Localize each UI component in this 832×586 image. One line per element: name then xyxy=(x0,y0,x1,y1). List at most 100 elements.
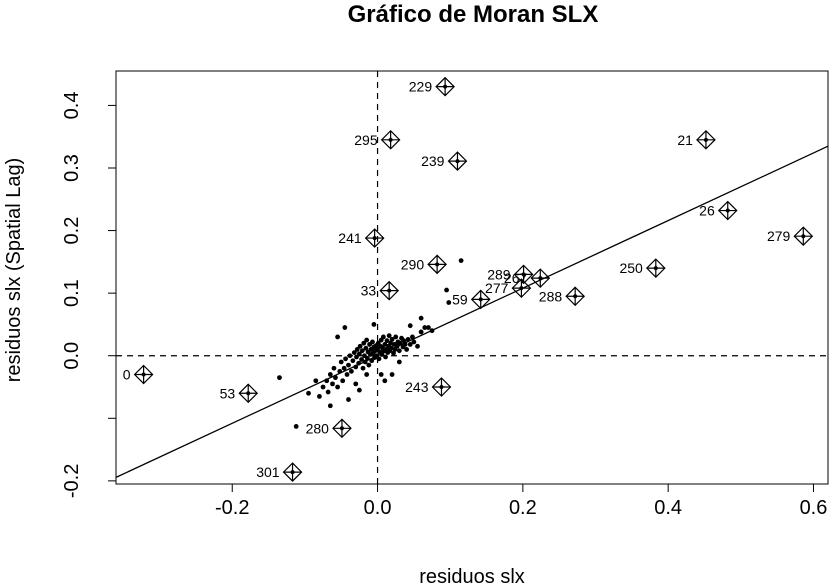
data-point xyxy=(313,378,319,384)
data-point xyxy=(360,365,366,371)
influential-point-250: 250 xyxy=(619,258,666,278)
data-point xyxy=(340,378,346,384)
data-point xyxy=(396,348,402,354)
influential-label: 26 xyxy=(699,203,715,219)
data-point xyxy=(415,343,420,349)
influential-center-dot xyxy=(439,385,444,390)
x-tick-label-3: 0.4 xyxy=(654,497,682,519)
influential-label: 289 xyxy=(487,266,511,282)
data-point xyxy=(411,339,417,345)
influential-point-241: 241 xyxy=(338,228,385,248)
x-tick-label-2: 0.2 xyxy=(509,497,537,519)
influential-label: 59 xyxy=(452,291,468,307)
data-point xyxy=(383,354,388,360)
data-point xyxy=(356,387,362,393)
data-point xyxy=(405,337,411,342)
data-point xyxy=(354,354,359,360)
data-point xyxy=(394,343,400,349)
data-point xyxy=(351,350,357,355)
influential-center-dot xyxy=(246,391,251,396)
data-point xyxy=(343,356,348,362)
data-point xyxy=(382,342,388,347)
x-tick-label-4: 0.6 xyxy=(800,497,828,519)
data-point xyxy=(371,322,377,327)
influential-center-dot xyxy=(519,286,524,291)
influential-point-33: 33 xyxy=(361,280,400,301)
data-point xyxy=(306,390,311,396)
influential-point-295: 295 xyxy=(354,129,401,150)
data-point xyxy=(418,329,424,335)
plot-area xyxy=(115,70,829,485)
influential-label: 241 xyxy=(338,230,362,246)
data-point xyxy=(325,389,331,395)
influential-center-dot xyxy=(478,297,483,302)
influential-point-0: 0 xyxy=(123,364,154,385)
influential-point-301: 301 xyxy=(256,462,303,482)
influential-center-dot xyxy=(387,288,392,293)
data-point xyxy=(370,339,375,345)
y-tick-label-6: 0.4 xyxy=(61,92,83,120)
data-point xyxy=(317,393,322,399)
influential-center-dot xyxy=(435,262,440,267)
influential-center-dot xyxy=(573,294,578,299)
data-point xyxy=(388,340,394,346)
data-point xyxy=(330,381,335,387)
influential-label: 279 xyxy=(767,228,791,244)
influential-center-dot xyxy=(725,208,730,213)
y-tick-label-5: 0.3 xyxy=(61,154,83,182)
data-point xyxy=(363,345,369,351)
data-point xyxy=(324,378,330,384)
y-axis: -0.2 0.0 0.1 0.2 0.3 0.4 xyxy=(61,92,116,498)
influential-label: 277 xyxy=(485,280,509,296)
data-point xyxy=(388,345,394,351)
influential-point-280: 280 xyxy=(306,418,352,439)
data-point xyxy=(393,334,399,340)
data-point xyxy=(401,338,407,344)
influential-center-dot xyxy=(521,272,526,277)
influential-point-21: 21 xyxy=(677,129,716,150)
influential-label: 250 xyxy=(619,260,643,276)
reference-lines xyxy=(116,71,828,484)
y-tick-label-0: -0.2 xyxy=(61,464,83,498)
influential-center-dot xyxy=(339,426,344,431)
y-tick-label-2: 0.0 xyxy=(61,342,83,370)
influential-point-26: 26 xyxy=(699,200,738,221)
influential-center-dot xyxy=(141,372,146,377)
data-point xyxy=(407,323,413,329)
plot-frame xyxy=(115,70,829,485)
data-point xyxy=(327,372,333,377)
data-point xyxy=(410,334,415,340)
data-point xyxy=(320,384,326,390)
data-point xyxy=(364,355,370,361)
data-point xyxy=(422,325,428,330)
data-point xyxy=(458,258,464,264)
data-point xyxy=(362,359,368,365)
data-point xyxy=(397,340,403,346)
data-point xyxy=(327,403,333,409)
data-point xyxy=(341,365,347,371)
data-point xyxy=(418,315,424,321)
data-point xyxy=(369,358,375,364)
chart-title: Gráfico de Moran SLX xyxy=(348,1,599,28)
data-point xyxy=(366,362,372,368)
data-point xyxy=(359,357,364,362)
data-point xyxy=(404,347,410,352)
data-point xyxy=(293,424,299,429)
influential-center-dot xyxy=(653,266,658,271)
data-point xyxy=(380,334,386,340)
influential-point-288: 288 xyxy=(539,286,586,307)
data-point xyxy=(429,328,435,334)
data-point xyxy=(346,362,351,368)
data-point xyxy=(337,368,343,374)
data-point xyxy=(378,372,384,377)
data-point xyxy=(338,359,344,365)
influential-label: 53 xyxy=(220,385,236,401)
data-point xyxy=(407,342,413,347)
influential-label: 280 xyxy=(306,420,330,436)
data-point xyxy=(354,347,360,352)
data-point xyxy=(342,325,348,330)
x-tick-label-1: 0.0 xyxy=(364,497,392,519)
influential-point-239: 239 xyxy=(421,151,468,171)
